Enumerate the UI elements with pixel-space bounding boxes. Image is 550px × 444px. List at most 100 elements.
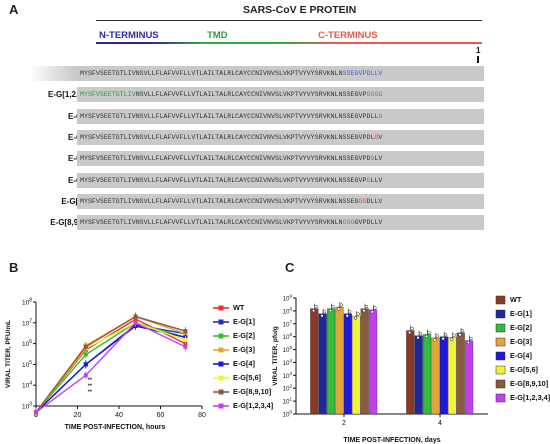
legend-label: E-G[1] [510,309,532,318]
bar [431,337,440,415]
sequence-tail: LV [374,155,383,163]
sequence-mutation: SSEGVPDLLV [342,70,383,77]
y-tick-label: 109 [283,294,293,303]
data-point [441,337,445,341]
position-marker-label: 1 [476,46,481,55]
c-terminus-label: C-TERMINUS [318,30,378,41]
legend-item: E-G[1,2,3,4] [212,400,273,411]
data-point [183,329,188,334]
legend-label: E-G[5,6] [233,373,261,382]
data-point [433,338,437,342]
y-tick-label: 102 [283,384,293,393]
legend-item: E-G[2] [495,322,550,333]
x-tick-label: 80 [198,412,206,419]
sequence-mutation: GGG [342,219,355,227]
data-point [322,310,327,314]
data-point [444,333,448,337]
data-point [435,334,439,338]
data-point [34,410,38,415]
sequence-mutation: GG [358,197,367,205]
data-point [449,337,454,341]
data-point [314,304,318,309]
panel-c-bar-chart: 100 101 102 103 104 105 106 107 108 109 VIRAL TITE… [272,294,488,444]
sequence-prefix: MYSFVSEETGTLIVNSVLLFLAFVVFLLVTLAILTALRLC… [80,91,367,99]
x-tick-label: 20 [74,412,82,419]
legend-item: E-G[8,9,10] [212,386,273,397]
panel-c-legend: WT E-G[1] E-G[2] E-G[3] E-G[4] E-G[5,6] E-G[8,… [495,294,550,406]
sequence-tail: V [378,133,383,141]
data-point [407,330,412,335]
sequence-mutation: GGGG [366,91,383,99]
data-point [466,340,471,345]
x-axis-title: TIME POST-INFECTION, hours [65,424,166,431]
legend-label: E-G[4] [233,359,255,368]
data-point [183,337,188,342]
legend-label: E-G[5,6] [510,365,538,374]
legend-item: E-G[1,2,3,4] [495,392,550,403]
sequence-prefix: MYSFVSEETGTLIVNSVLLFLAFVVFLLVTLAILTALRLC… [80,133,375,141]
data-point [370,310,375,314]
data-point [83,352,88,357]
legend-item: E-G[2] [212,330,273,341]
bar [318,313,327,415]
y-axis-title: VIRAL TITER, pfu/g [272,326,279,385]
legend-label: E-G[4] [510,351,532,360]
sequence-prefix: MYSFVSEETGTLIVNSVLLFLAFVVFLLVTLAILTALRLC… [80,197,359,205]
legend-item: WT [495,294,550,305]
y-tick-label: 101 [283,397,293,406]
legend-item: E-G[1] [212,316,273,327]
data-point [83,373,88,378]
sequence-prefix: MYSFVSEETGTLIVNSVLLFLAFVVFLLVTLAILTALRLC… [80,219,343,227]
legend-label: E-G[8,9,10] [510,379,549,388]
legend-swatch [213,347,229,352]
sequence-row-label: E-G[5,6] [30,197,92,206]
y-tick-label: 106 [22,339,32,348]
y-tick-label: 104 [22,381,32,390]
sequence-row-label: E-G[1,2,3,4] [47,90,92,100]
bar [369,309,378,415]
bar [448,337,457,415]
legend-swatch [495,337,506,346]
bar [406,330,415,415]
sequence-bar: MYSFVSEETGTLIVNSVLLFLAFVVFLLVTLAILTALRLC… [77,87,484,103]
data-point [339,303,343,307]
data-point [353,316,358,320]
legend-swatch [495,379,506,388]
legend-item: E-G[5,6] [212,372,273,383]
legend-swatch [213,403,229,408]
legend-swatch [495,309,506,318]
data-point [133,320,138,325]
sequence-prefix: MYSFVSEETGTLIVNSVLLFLAFVVFLLVTLAILTALRLC… [80,176,367,184]
data-point [83,362,88,367]
y-tick-label: 100 [283,410,293,419]
data-point [345,314,349,318]
sequence-bar: MYSFVSEETGTLIVNSVLLFLAFVVFLLVTLAILTALRLC… [30,66,484,81]
y-axis-title: VIRAL TITER, PFU/mL [5,320,12,388]
n-terminus-label: N-TERMINUS [99,30,159,41]
x-tick-label: 2 [342,420,346,427]
legend-swatch [213,319,229,324]
significance-mark: ** [88,377,93,383]
legend-swatch [495,365,506,374]
legend-swatch [495,295,506,304]
legend-label: E-G[1] [233,317,255,326]
data-point [356,312,360,316]
series-line [35,318,186,413]
legend-item: E-G[1] [495,308,550,319]
legend-label: E-G[2] [233,331,255,340]
region-gradient-bar [96,42,482,44]
bar [423,334,432,415]
legend-swatch [213,375,229,380]
legend-swatch [213,389,229,394]
legend-item: E-G[4] [212,358,273,369]
data-point [424,334,429,339]
title-underline [96,20,482,21]
bar [439,336,448,415]
legend-item: E-G[5,6] [495,364,550,375]
sequence-row-label: E-G[8,9,10] [50,218,92,228]
data-point [362,308,366,313]
data-point [410,326,414,331]
panel-a-letter: A [9,2,19,17]
data-point [458,333,462,337]
data-point [364,304,369,309]
